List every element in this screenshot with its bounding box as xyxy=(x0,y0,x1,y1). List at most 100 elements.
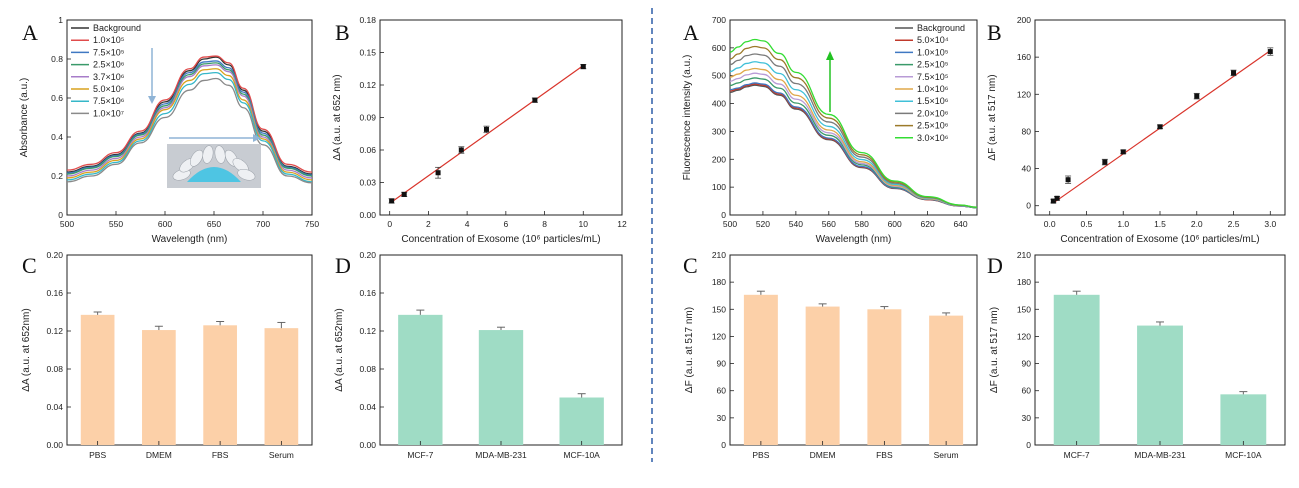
legend-label: Background xyxy=(93,23,141,33)
chart-panel-6: C 0 30 60 90 120 150 180 210 ΔF (a.u. at 517 nm) P… xyxy=(683,250,978,460)
x-tick-label: PBS xyxy=(89,450,106,460)
y-tick-label: 0.00 xyxy=(359,210,376,220)
y-tick-label: 0.06 xyxy=(359,145,376,155)
x-tick-label: 12 xyxy=(617,219,627,229)
x-tick-label: MDA-MB-231 xyxy=(475,450,527,460)
y-tick-label: 0.4 xyxy=(51,132,63,142)
x-tick-label: 600 xyxy=(888,219,902,229)
x-tick-label: 3.0 xyxy=(1264,219,1276,229)
bar xyxy=(805,306,840,445)
legend-label: 7.5×10⁵ xyxy=(93,47,125,57)
data-point xyxy=(580,64,586,70)
plot-frame xyxy=(729,254,978,446)
bar xyxy=(264,328,299,445)
legend-label: 1.0×10⁷ xyxy=(93,108,124,118)
x-tick-label: FBS xyxy=(212,450,229,460)
y-tick-label: 0.15 xyxy=(359,48,376,58)
legend-label: 1.0×10⁵ xyxy=(93,35,125,45)
y-tick-label: 0.18 xyxy=(359,15,376,25)
data-point xyxy=(401,191,407,197)
legend-label: 2.5×10⁶ xyxy=(93,60,125,70)
x-tick-label: MCF-10A xyxy=(563,450,600,460)
blue-solution-icon xyxy=(187,167,241,182)
y-axis-label: ΔF (a.u. at 517 nm) xyxy=(684,307,695,393)
plot-frame xyxy=(66,19,313,216)
y-tick-label: 0.8 xyxy=(51,54,63,64)
panel-letter: A xyxy=(683,20,699,45)
y-tick-label: 1 xyxy=(58,15,63,25)
chart-panel-7: D 0 30 60 90 120 150 180 210 ΔF (a.u. at 517 nm) M… xyxy=(987,250,1286,460)
bar xyxy=(929,315,964,445)
y-tick-label: 100 xyxy=(712,182,726,192)
y-tick-label: 300 xyxy=(712,126,726,136)
x-tick-label: 10 xyxy=(579,219,589,229)
panel-letter: C xyxy=(22,253,37,278)
chart-panel-0: A 0 0.2 0.4 0.6 0.8 1 Absorbance (a.u.) 500 550 60… xyxy=(19,15,319,245)
series-line xyxy=(66,64,313,179)
y-tick-label: 0.04 xyxy=(46,402,63,412)
bar xyxy=(867,309,902,445)
bar xyxy=(1220,394,1267,445)
y-tick-label: 0.12 xyxy=(46,326,63,336)
tube-icon xyxy=(190,149,204,167)
y-tick-label: 0.20 xyxy=(46,250,63,260)
bar xyxy=(142,330,176,445)
series-line xyxy=(66,55,313,173)
data-point xyxy=(1231,70,1237,76)
y-axis-label: ΔA (a.u. at 652nm) xyxy=(334,308,345,391)
x-tick-label: 580 xyxy=(855,219,869,229)
data-point xyxy=(483,126,489,132)
x-tick-label: 620 xyxy=(921,219,935,229)
y-tick-label: 30 xyxy=(717,413,727,423)
y-tick-label: 0.00 xyxy=(359,440,376,450)
series-line xyxy=(66,71,313,183)
plot-frame xyxy=(1034,19,1286,216)
y-tick-label: 40 xyxy=(1022,164,1032,174)
legend-label: 5.0×10⁶ xyxy=(93,84,125,94)
legend-label: 7.5×10⁶ xyxy=(93,96,125,106)
bar xyxy=(478,330,524,445)
y-tick-label: 180 xyxy=(712,277,726,287)
bar xyxy=(1137,325,1183,445)
panel-letter: D xyxy=(987,253,1003,278)
x-tick-label: MCF-10A xyxy=(1225,450,1262,460)
legend-label: 2.5×10⁶ xyxy=(917,121,949,131)
y-tick-label: 200 xyxy=(1017,15,1031,25)
x-tick-label: Serum xyxy=(269,450,294,460)
x-axis-label: Concentration of Exosome (10⁶ particles/… xyxy=(1060,234,1259,245)
legend-label: 1.5×10⁶ xyxy=(917,96,949,106)
legend-label: 3.0×10⁶ xyxy=(917,133,949,143)
y-tick-label: 0.12 xyxy=(359,80,376,90)
legend-label: 5.0×10⁴ xyxy=(917,35,949,45)
x-tick-label: 2.0 xyxy=(1191,219,1203,229)
y-tick-label: 0.00 xyxy=(46,440,63,450)
legend-label: Background xyxy=(917,23,965,33)
y-axis-label: Fluorescence intensity (a.u.) xyxy=(682,55,693,181)
legend-label: 1.0×10⁵ xyxy=(917,47,949,57)
y-tick-label: 0 xyxy=(721,210,726,220)
x-tick-label: 540 xyxy=(789,219,803,229)
tube-icon xyxy=(202,145,214,164)
legend-label: 7.5×10⁵ xyxy=(917,72,949,82)
panel-letter: B xyxy=(335,20,350,45)
y-axis-label: ΔA (a.u. at 652nm) xyxy=(21,308,32,391)
plot-frame xyxy=(729,19,978,216)
x-tick-label: 750 xyxy=(305,219,319,229)
series-line xyxy=(66,62,313,177)
y-tick-label: 0.04 xyxy=(359,402,376,412)
y-tick-label: 120 xyxy=(712,331,726,341)
x-tick-label: 1.5 xyxy=(1154,219,1166,229)
x-tick-label: DMEM xyxy=(146,450,172,460)
y-tick-label: 200 xyxy=(712,154,726,164)
bar xyxy=(1053,294,1100,445)
y-tick-label: 90 xyxy=(717,359,727,369)
x-tick-label: 700 xyxy=(256,219,270,229)
chart-panel-1: B 0.00 0.03 0.06 0.09 0.12 0.15 0.18 ΔA (a.u. at… xyxy=(332,15,627,245)
y-tick-label: 0 xyxy=(721,440,726,450)
data-point xyxy=(1194,93,1200,99)
chart-panel-4: A 0 100 200 300 400 500 600 700 Fluorescence inte… xyxy=(682,15,978,245)
bar xyxy=(559,397,604,445)
y-tick-label: 0.6 xyxy=(51,93,63,103)
x-tick-label: 560 xyxy=(822,219,836,229)
fit-line xyxy=(391,65,584,203)
